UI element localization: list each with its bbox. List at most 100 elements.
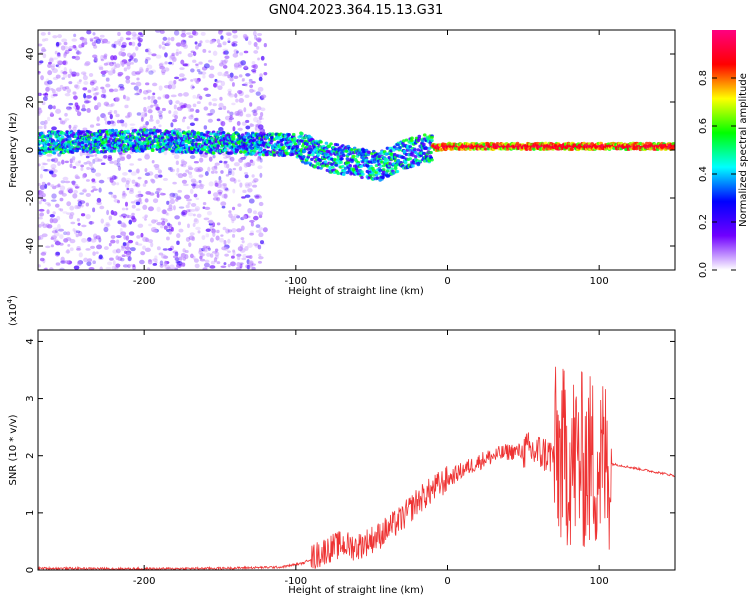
spectrogram-cell xyxy=(60,45,66,51)
spectrogram-cell xyxy=(60,135,65,139)
spectrogram-cell xyxy=(168,61,173,65)
spectrogram-cell xyxy=(142,216,147,219)
spectrogram-cell xyxy=(281,145,286,149)
y-tick-label: 0 xyxy=(25,567,36,573)
spectrogram-cell xyxy=(189,253,194,259)
spectrogram-cell xyxy=(64,141,69,145)
spectrogram-cell xyxy=(92,251,96,256)
spectrogram-cell xyxy=(66,231,71,236)
spectrogram-cell xyxy=(189,108,195,112)
spectrogram-cell xyxy=(329,152,333,156)
spectrogram-cell xyxy=(54,229,59,233)
snr-y-label: SNR (10 * v/v) xyxy=(8,414,19,485)
spectrogram-cell xyxy=(208,50,212,53)
spectrogram-cell xyxy=(114,128,119,133)
spectrogram-cell xyxy=(238,166,243,172)
spectrogram-cell xyxy=(53,157,59,163)
spectrogram-cell xyxy=(100,93,106,98)
spectrogram-cell xyxy=(289,142,293,146)
spectrogram-cell xyxy=(144,214,148,218)
spectrogram-cell xyxy=(116,157,121,163)
spectrogram-cell xyxy=(240,156,246,160)
spectrogram-cell xyxy=(335,143,340,147)
spectrogram-cell xyxy=(49,56,54,62)
spectrogram-cell xyxy=(151,229,158,233)
spectrogram-cell xyxy=(223,160,228,164)
spectrogram-cell xyxy=(209,253,214,258)
spectrogram-cell xyxy=(160,225,164,229)
spectrogram-cell xyxy=(246,132,251,136)
spectrogram-cell xyxy=(174,267,178,270)
spectrogram-cell xyxy=(424,146,429,150)
spectrogram-cell xyxy=(147,259,153,265)
spectrogram-cell xyxy=(207,118,213,123)
spectrogram-cell xyxy=(148,118,154,122)
spectrogram-cell xyxy=(107,111,112,116)
spectrogram-cell xyxy=(39,173,43,179)
spectrogram-cell xyxy=(251,60,256,65)
spectrogram-cell xyxy=(41,181,46,186)
spectrogram-cell xyxy=(120,156,126,162)
spectrogram-cell xyxy=(189,232,195,236)
spectrogram-cell xyxy=(193,135,198,139)
spectrogram-cell xyxy=(247,188,253,193)
spectrogram-cell xyxy=(158,252,164,256)
spectrogram-cell xyxy=(124,104,129,109)
spectrogram-cell xyxy=(54,184,61,188)
spectrogram-cell xyxy=(174,251,179,257)
spectrogram-cell xyxy=(44,38,49,42)
spectrogram-cell xyxy=(392,148,396,152)
spectrogram-cell xyxy=(413,154,418,159)
spectrogram-cell xyxy=(148,206,154,212)
spectrogram-cell xyxy=(111,67,115,72)
spectrogram-cell xyxy=(141,111,146,115)
spectrogram-cell xyxy=(62,211,68,214)
spectrogram-cell xyxy=(238,90,244,97)
spectrogram-cell xyxy=(194,206,201,212)
spectrogram-cell xyxy=(301,160,305,164)
spectrogram-cell xyxy=(209,65,215,71)
spectrogram-cell xyxy=(206,252,211,257)
spectrogram-cell xyxy=(170,226,174,232)
spectrogram-cell xyxy=(113,64,117,70)
spectrogram-cell xyxy=(125,75,131,80)
spectrogram-cell xyxy=(306,147,311,151)
spectrogram-cell xyxy=(52,93,58,97)
spectrogram-cell xyxy=(167,247,173,251)
spectrogram-cell xyxy=(212,197,219,201)
spectrogram-cell xyxy=(210,260,216,265)
spectrogram-cell xyxy=(103,154,108,159)
spectrogram-cell xyxy=(148,223,152,227)
spectrogram-cell xyxy=(404,152,409,157)
spectrogram-cell xyxy=(86,166,91,170)
spectrogram-cell xyxy=(248,182,253,187)
spectrogram-cell xyxy=(331,165,335,169)
spectrogram-cell xyxy=(121,123,125,127)
spectrogram-cell xyxy=(220,120,226,127)
spectrogram-cell xyxy=(187,53,193,58)
spectrogram-cell xyxy=(50,184,55,188)
spectrogram-cell xyxy=(119,228,123,233)
spectrogram-cell xyxy=(172,255,179,259)
spectrogram-cell xyxy=(126,129,130,133)
spectrogram-cell xyxy=(243,107,247,113)
spectrogram-cell xyxy=(245,119,250,124)
spectrogram-cell xyxy=(190,84,195,90)
spectrogram-cell xyxy=(109,149,114,153)
spectrogram-cell xyxy=(235,98,239,103)
spectrogram-cell xyxy=(242,253,247,259)
spectrogram-cell xyxy=(339,160,343,164)
spectrogram-cell xyxy=(316,166,321,170)
spectrogram-cell xyxy=(330,162,334,166)
spectrogram-cell xyxy=(78,252,83,258)
spectrogram-cell xyxy=(175,260,181,264)
spectrogram-cell xyxy=(146,267,151,270)
spectrogram-cell xyxy=(223,262,227,266)
spectrogram-cell xyxy=(142,90,149,95)
spectrogram-cell xyxy=(170,122,174,128)
spectrogram-cell xyxy=(47,31,51,36)
spectrogram-cell xyxy=(69,247,74,252)
spectrogram-cell xyxy=(61,77,66,80)
spectrogram-cell xyxy=(198,138,202,142)
spectrogram-cell xyxy=(328,165,332,170)
